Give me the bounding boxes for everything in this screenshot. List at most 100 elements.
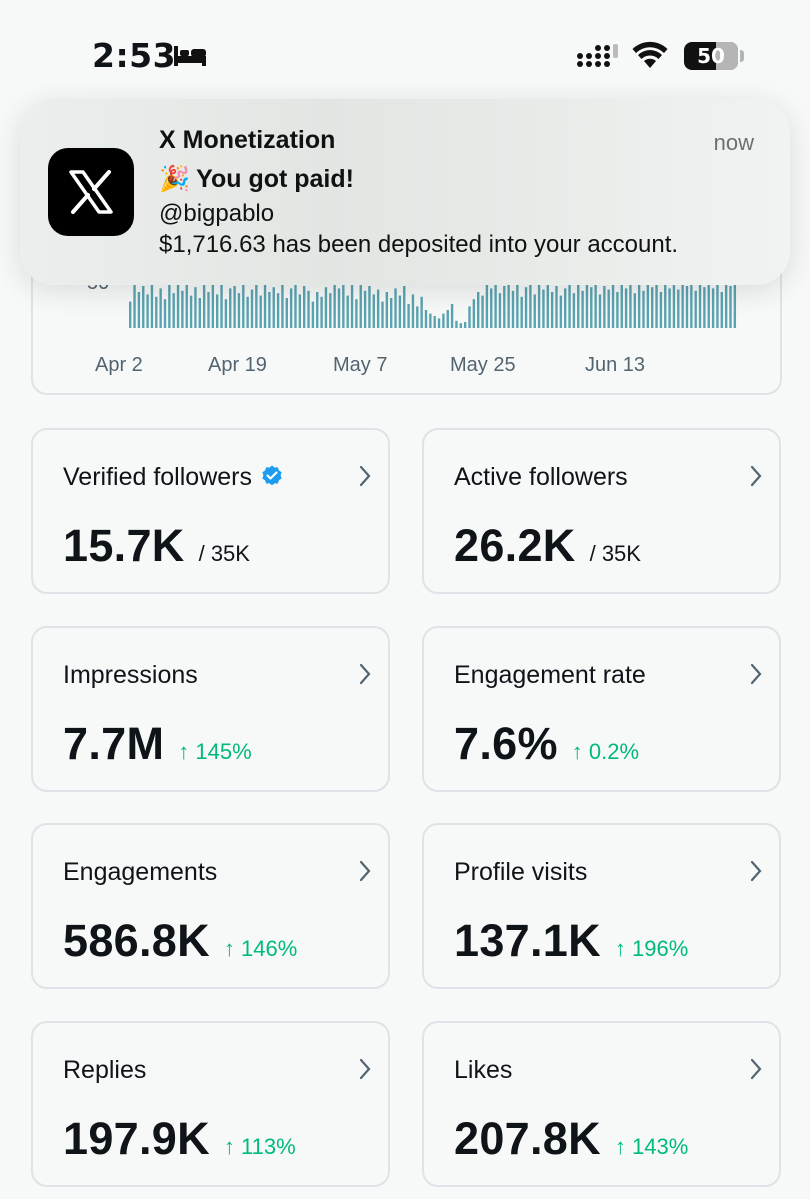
chart-bar <box>437 318 441 328</box>
chevron-right-icon <box>750 663 762 685</box>
card-delta: ↑ 146% <box>223 936 298 961</box>
chart-bar <box>337 288 341 328</box>
chart-bar <box>694 290 697 328</box>
cellular-signal-icon <box>577 44 618 67</box>
card-label: Profile visits <box>454 858 588 886</box>
notification-body: $1,716.63 has been deposited into your a… <box>159 231 679 258</box>
chart-bar <box>246 296 249 328</box>
chart-bar <box>368 286 371 328</box>
stat-card-engagements[interactable]: Engagements 586.8K ↑ 146% <box>31 823 390 989</box>
chart-bar <box>724 284 728 328</box>
chart-bar <box>707 280 710 328</box>
card-label: Impressions <box>63 661 198 689</box>
battery-icon: 50 <box>684 42 738 70</box>
push-notification[interactable]: X Monetization now 🎉 You got paid! @bigpa… <box>20 99 790 285</box>
chart-bar <box>276 293 280 328</box>
chart-bar <box>168 283 171 328</box>
notification-title-text: You got paid! <box>196 165 354 193</box>
chart-bar <box>372 294 375 328</box>
card-value: 197.9K ↑ 113% <box>63 1113 296 1164</box>
stat-card-profile-visits[interactable]: Profile visits 137.1K ↑ 196% <box>422 823 781 989</box>
chart-bar <box>581 290 584 328</box>
chart-bar <box>555 286 558 328</box>
x-axis-label: Jun 13 <box>585 354 646 376</box>
chart-bar <box>272 287 275 328</box>
card-delta: ↑ 0.2% <box>571 739 640 764</box>
chart-bar <box>316 292 319 328</box>
chevron-right-icon <box>359 1058 371 1080</box>
chart-bar <box>559 295 563 328</box>
stat-card-likes[interactable]: Likes 207.8K ↑ 143% <box>422 1021 781 1187</box>
chart-bar <box>303 286 306 328</box>
card-value: 586.8K ↑ 146% <box>63 915 298 966</box>
card-label: Active followers <box>454 463 628 491</box>
notification-handle: @bigpablo <box>159 200 275 227</box>
chart-bar <box>202 282 206 328</box>
chart-bar <box>620 284 623 328</box>
card-delta: ↑ 143% <box>614 1134 689 1159</box>
stat-card-impressions[interactable]: Impressions 7.7M ↑ 145% <box>31 626 390 792</box>
card-sub: / 35K <box>198 541 250 566</box>
stat-card-verified-followers[interactable]: Verified followers 15.7K/ 35K <box>31 428 390 594</box>
chart-bar <box>346 295 349 328</box>
stat-card-replies[interactable]: Replies 197.9K ↑ 113% <box>31 1021 390 1187</box>
chevron-right-icon <box>359 860 371 882</box>
chart-bar <box>216 294 219 328</box>
card-label: Replies <box>63 1056 147 1084</box>
card-delta: ↑ 113% <box>223 1134 296 1159</box>
chart-bar <box>655 281 658 328</box>
chart-bar <box>311 301 315 328</box>
chart-bar <box>324 287 328 328</box>
card-sub: / 35K <box>589 541 641 566</box>
chart-bar <box>133 282 136 328</box>
chart-bar <box>550 292 554 328</box>
chart-bar <box>716 282 719 328</box>
chart-bar <box>546 282 549 328</box>
chart-bar <box>298 294 302 328</box>
chart-bar <box>633 293 636 328</box>
chart-bar <box>285 298 288 328</box>
status-time: 2:53 <box>92 36 177 75</box>
chart-bar <box>350 284 354 328</box>
chart-bar <box>176 284 180 328</box>
status-bar: 2:53 50 <box>0 0 810 100</box>
chart-bar <box>142 286 145 328</box>
chart-bar <box>677 289 680 328</box>
chart-bar <box>263 284 267 328</box>
chart-bar <box>146 294 149 328</box>
chart-bar <box>642 290 645 328</box>
card-value: 137.1K ↑ 196% <box>454 915 689 966</box>
chart-bar <box>733 281 737 328</box>
chart-bar <box>572 293 576 328</box>
chevron-right-icon <box>359 663 371 685</box>
chart-bar <box>224 299 228 328</box>
x-axis-label: May 7 <box>333 354 388 376</box>
chart-bar <box>259 295 262 328</box>
chart-bar <box>646 282 650 328</box>
card-value: 207.8K ↑ 143% <box>454 1113 689 1164</box>
card-delta: ↑ 145% <box>178 739 252 764</box>
stat-card-engagement-rate[interactable]: Engagement rate 7.6% ↑ 0.2% <box>422 626 781 792</box>
wifi-icon <box>632 41 668 68</box>
chart-bar <box>698 283 702 328</box>
chart-bar <box>442 313 445 328</box>
chart-bar <box>455 320 458 328</box>
chart-bar <box>207 292 210 328</box>
chart-bar <box>616 292 619 328</box>
chart-bar <box>220 283 223 328</box>
chart-bar <box>189 295 193 328</box>
bar-chart <box>129 280 737 328</box>
chart-bar <box>250 289 254 328</box>
x-axis-label: Apr 19 <box>208 354 267 376</box>
card-label: Engagement rate <box>454 661 646 689</box>
chart-bar <box>533 294 536 328</box>
notification-app-name: X Monetization <box>159 126 336 154</box>
chart-bar <box>468 306 471 328</box>
stat-card-active-followers[interactable]: Active followers 26.2K/ 35K <box>422 428 781 594</box>
card-value: 7.6% ↑ 0.2% <box>454 718 640 769</box>
chart-bar <box>150 280 154 328</box>
chart-bar <box>729 286 732 328</box>
card-label: Verified followers <box>63 463 284 492</box>
chart-bar <box>507 280 510 328</box>
chart-bar <box>450 304 454 328</box>
